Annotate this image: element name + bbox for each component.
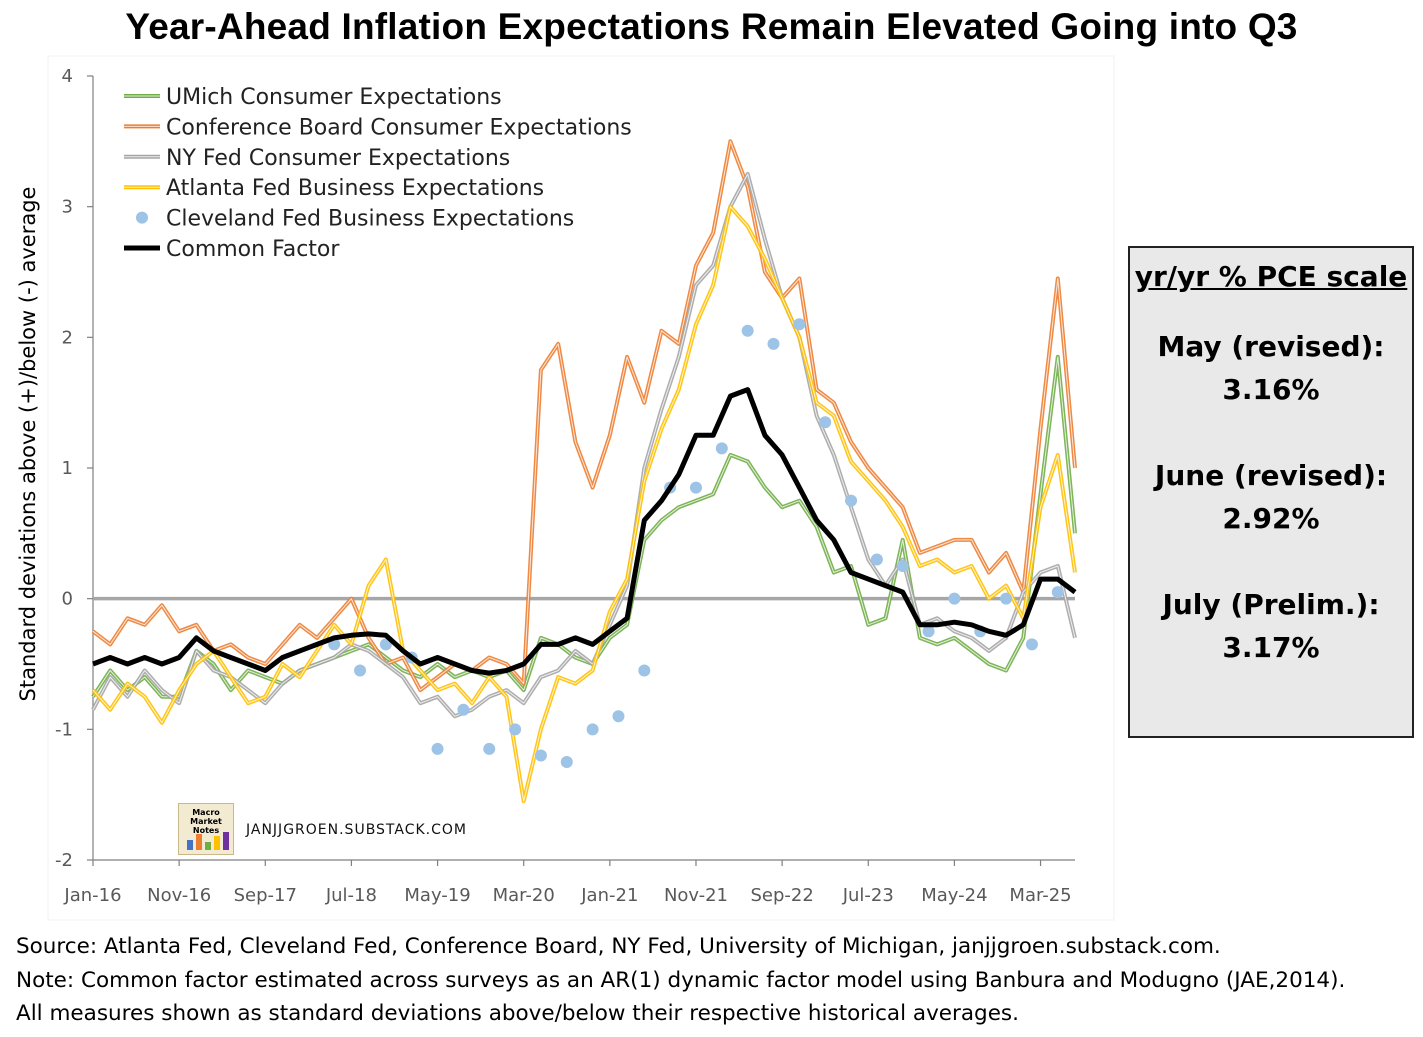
x-tick-label: Jul-23	[842, 885, 894, 906]
cleveland-point	[689, 481, 702, 494]
cleveland-point	[793, 318, 806, 331]
x-tick-label: Jan-21	[580, 885, 638, 906]
footnotes: Source: Atlanta Fed, Cleveland Fed, Conf…	[16, 930, 1345, 1031]
cleveland-point	[1000, 592, 1013, 605]
pce-may-label: May (revised):	[1157, 330, 1385, 363]
pce-scale-box: yr/yr % PCE scale May (revised): 3.16% J…	[1128, 246, 1414, 738]
x-tick-label: Sep-17	[234, 885, 297, 906]
y-axis-label: Standard deviations above (+)/below (-) …	[16, 187, 40, 702]
legend-label: UMich Consumer Expectations	[166, 85, 502, 110]
legend-marker-cleveland	[136, 211, 148, 224]
cleveland-point	[845, 494, 858, 507]
cleveland-point	[715, 442, 728, 455]
x-tick-label: Nov-16	[147, 885, 211, 906]
x-tick-label: Jan-16	[63, 885, 121, 906]
x-tick-label: May-24	[921, 885, 987, 906]
plot-area	[47, 55, 1115, 921]
y-tick-label: 0	[62, 589, 73, 610]
x-tick-label: Jul-18	[325, 885, 377, 906]
footnote-source: Source: Atlanta Fed, Cleveland Fed, Conf…	[16, 934, 1221, 959]
cleveland-point	[431, 742, 444, 755]
cleveland-point	[1051, 586, 1064, 599]
cleveland-point	[483, 742, 496, 755]
cleveland-point	[1025, 638, 1038, 651]
pce-june-value: 2.92%	[1222, 502, 1320, 535]
footnote-note: Note: Common factor estimated across sur…	[16, 967, 1346, 993]
chart-title: Year-Ahead Inflation Expectations Remain…	[125, 6, 1298, 47]
legend-label: Cleveland Fed Business Expectations	[166, 207, 574, 232]
cleveland-point	[379, 638, 392, 651]
legend-label: NY Fed Consumer Expectations	[166, 146, 510, 171]
x-tick-label: Nov-21	[664, 885, 728, 906]
y-tick-label: 4	[62, 66, 73, 87]
y-tick-label: -1	[55, 719, 73, 740]
cleveland-point	[922, 625, 935, 638]
conference-board-consumer-expectations-line-core	[92, 140, 1076, 691]
atlanta-fed-business-expectations-line-core	[92, 206, 1076, 802]
cleveland-point	[819, 416, 832, 429]
y-tick-label: 3	[62, 197, 73, 218]
cleveland-point	[741, 324, 754, 337]
cleveland-point	[767, 337, 780, 350]
cleveland-point	[948, 592, 961, 605]
cleveland-point	[509, 723, 522, 736]
x-tick-label: Mar-25	[1009, 885, 1071, 906]
x-tick-label: Sep-22	[750, 885, 813, 906]
ny-fed-consumer-expectations-line-core	[92, 173, 1076, 717]
pce-july-label: July (Prelim.):	[1162, 588, 1380, 621]
cleveland-point	[638, 664, 651, 677]
cleveland-point	[354, 664, 367, 677]
pce-june-label: June (revised):	[1154, 459, 1388, 492]
common-factor-line	[92, 387, 1077, 676]
cleveland-point	[457, 703, 470, 716]
legend-label: Conference Board Consumer Expectations	[166, 115, 632, 140]
cleveland-point	[560, 756, 573, 768]
x-tick-label: Mar-20	[493, 885, 555, 906]
logo-text: Macro Market Notes	[190, 808, 222, 835]
pce-july-value: 3.17%	[1222, 631, 1320, 664]
cleveland-point	[612, 710, 625, 723]
watermark-text: JANJJGROEN.SUBSTACK.COM	[245, 822, 467, 838]
logo-bars-icon	[185, 830, 229, 850]
y-tick-label: 1	[62, 458, 73, 479]
macro-market-notes-logo: Macro Market Notes	[178, 803, 234, 855]
x-tick-label: May-19	[404, 885, 470, 906]
cleveland-point	[534, 749, 547, 762]
y-tick-label: -2	[55, 850, 73, 871]
footnote-measures: All measures shown as standard deviation…	[16, 1001, 1019, 1026]
cleveland-point	[896, 560, 909, 572]
legend-label: Atlanta Fed Business Expectations	[166, 176, 544, 201]
pce-may-value: 3.16%	[1222, 373, 1320, 406]
y-tick-label: 2	[62, 327, 73, 348]
pce-scale-heading: yr/yr % PCE scale	[1134, 260, 1408, 293]
cleveland-point	[870, 553, 883, 566]
legend-label: Common Factor	[166, 237, 340, 262]
chart-canvas: -2 -1 0 1 2 3 4 Jan-16 Nov-16 Sep-17 Jul-18 May-19 M…	[16, 55, 1115, 921]
cleveland-point	[586, 723, 599, 736]
